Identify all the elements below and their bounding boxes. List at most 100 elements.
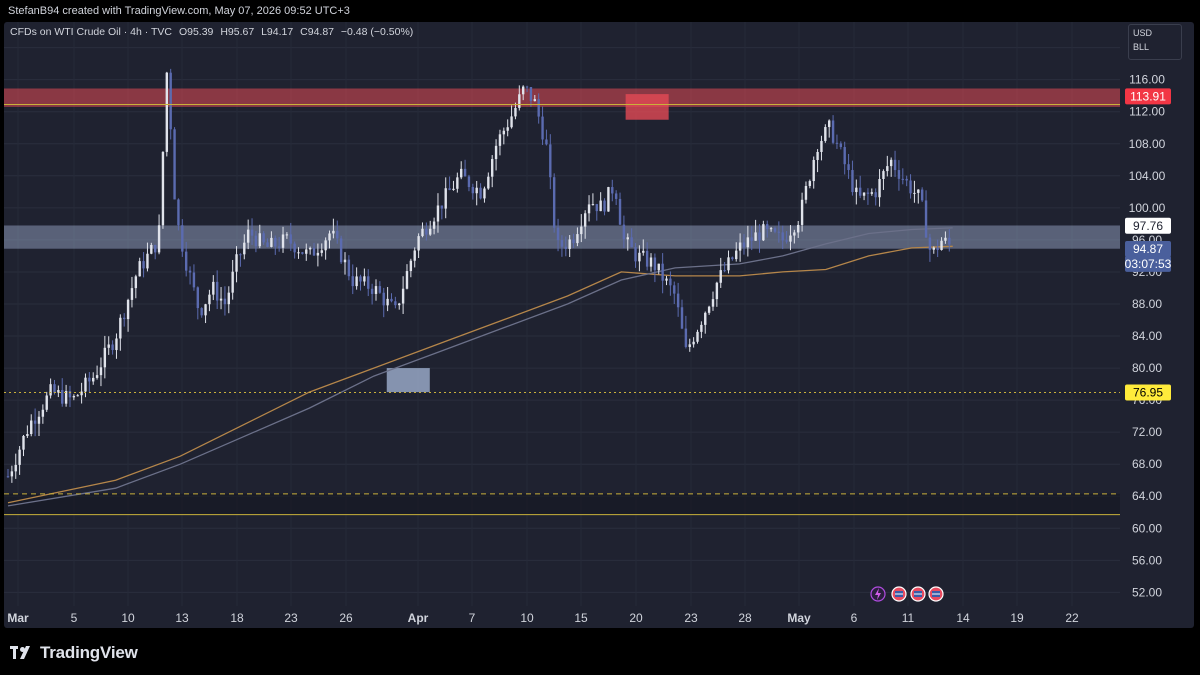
candle-body: [266, 242, 269, 247]
candle-body: [146, 253, 149, 269]
candle-body: [378, 286, 382, 293]
candle-body: [57, 390, 60, 393]
candle-body: [157, 225, 161, 253]
candle-body: [754, 232, 757, 241]
candle-body: [227, 292, 230, 305]
candle: [467, 174, 471, 192]
candle: [355, 267, 358, 290]
candle: [940, 237, 943, 251]
candle-body: [250, 229, 254, 236]
candle-body: [549, 144, 552, 178]
candle: [676, 282, 680, 317]
candle: [270, 231, 273, 248]
candle: [766, 220, 769, 238]
brand-name: TradingView: [40, 643, 138, 662]
candle: [394, 296, 397, 309]
candle: [494, 139, 498, 171]
candle-body: [545, 139, 548, 145]
y-tick-label: 52.00: [1132, 585, 1162, 599]
candle-body: [6, 476, 10, 478]
candle: [243, 234, 246, 260]
candle: [812, 156, 815, 189]
x-tick-label: 10: [520, 611, 534, 625]
y-tick-label: 60.00: [1132, 521, 1162, 535]
price-label-text: 76.95: [1133, 386, 1163, 400]
candle-body: [649, 257, 653, 267]
candle: [518, 85, 521, 111]
candle-body: [448, 188, 451, 190]
candle-body: [68, 390, 72, 398]
candle-body: [297, 252, 300, 254]
candle: [235, 246, 238, 283]
candle: [192, 264, 196, 291]
candle: [583, 210, 587, 239]
candle-body: [731, 257, 734, 260]
candle-body: [905, 178, 908, 181]
candle-body: [808, 181, 812, 186]
candle-body: [583, 213, 587, 227]
candle: [343, 252, 347, 275]
candle-body: [742, 242, 746, 248]
candle-body: [254, 235, 258, 247]
candle: [905, 175, 908, 187]
candle-body: [673, 285, 676, 294]
candle: [254, 230, 258, 253]
candle: [487, 172, 490, 190]
candle-body: [243, 242, 246, 255]
candle-body: [436, 205, 440, 222]
candle: [692, 337, 695, 348]
candle-body: [839, 143, 843, 148]
candle: [889, 157, 893, 177]
candle-body: [374, 286, 378, 294]
candle-body: [161, 151, 165, 226]
candle-body: [944, 237, 947, 241]
tradingview-brand[interactable]: TradingView: [10, 643, 138, 663]
candle: [41, 404, 45, 424]
candle-body: [479, 187, 482, 199]
candle: [645, 242, 649, 271]
candle-body: [669, 278, 672, 286]
candle: [762, 220, 765, 242]
candle-body: [688, 344, 691, 347]
candle: [707, 305, 711, 315]
chart-panel[interactable]: 120.00116.00112.00108.00104.00100.0096.0…: [4, 22, 1194, 628]
candle-body: [870, 192, 874, 194]
candle: [223, 286, 227, 316]
candle: [626, 233, 629, 251]
candle-body: [285, 234, 289, 236]
candle: [828, 119, 831, 138]
candle-body: [305, 249, 308, 254]
candle: [320, 243, 323, 257]
candle-body: [444, 188, 447, 209]
zone-demand: [386, 368, 430, 393]
y-tick-label: 100.00: [1129, 201, 1166, 215]
candle-body: [308, 247, 312, 250]
candle-body: [510, 116, 513, 128]
price-label-text: 03:07:53: [1125, 257, 1172, 271]
price-chart[interactable]: 120.00116.00112.00108.00104.00100.0096.0…: [4, 22, 1194, 628]
candle-body: [277, 246, 281, 248]
candle-body: [893, 159, 897, 171]
candle-body: [235, 254, 238, 272]
candles: [6, 68, 951, 483]
candle: [262, 231, 265, 245]
candle: [560, 235, 564, 257]
candle-body: [514, 107, 517, 117]
candle: [936, 239, 939, 257]
candle: [332, 218, 335, 239]
high-value: H95.67: [220, 26, 255, 38]
candle: [738, 233, 742, 262]
candle: [630, 228, 633, 248]
candle: [173, 127, 176, 200]
candle-body: [909, 180, 912, 194]
candle: [316, 243, 320, 267]
candle-body: [882, 171, 885, 180]
candle-body: [10, 471, 14, 477]
candle: [502, 127, 506, 145]
candle-body: [386, 298, 389, 306]
candle-body: [556, 227, 560, 241]
candle: [851, 160, 854, 196]
candle-body: [858, 187, 862, 196]
currency-unit-box[interactable]: USD BLL: [1128, 24, 1182, 60]
price-label-blue: 03:07:53: [1125, 255, 1172, 272]
